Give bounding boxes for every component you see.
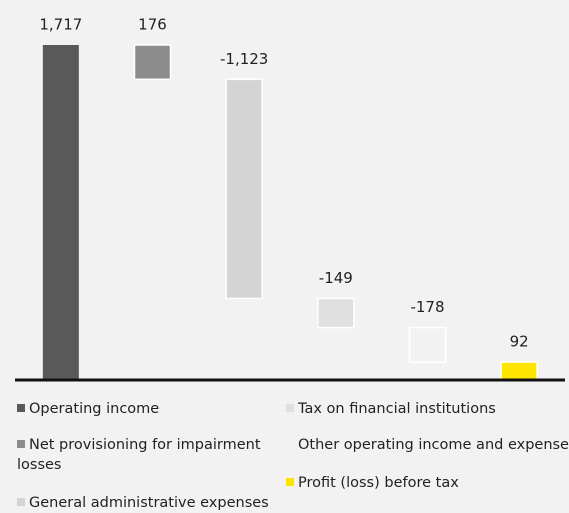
bar [317,297,355,329]
bar [408,326,447,363]
legend-swatch [17,404,25,412]
legend-label: Tax on financial institutions [298,401,496,417]
legend-label: Operating income [29,401,160,417]
legend-item: Profit (loss) before tax [286,473,569,493]
bar [133,44,172,81]
legend-item: Tax on financial institutions [286,399,569,419]
legend-item: Other operating income and expenses [286,435,569,455]
legend-item: General administrative expenses [17,493,272,513]
data-label: -149 [319,269,353,287]
legend-swatch [17,498,25,506]
legend-label: Profit (loss) before tax [298,475,459,491]
data-label: 176 [138,16,167,34]
legend-label: Net provisioning for impairment losses [17,437,261,473]
data-label: -1,123 [220,50,268,68]
legend-swatch [17,440,25,448]
bar [500,361,538,381]
legend-label: General administrative expenses [29,495,269,511]
legend-label: Other operating income and expenses [298,437,569,453]
data-label: 1,717 [39,16,82,34]
legend-swatch [286,440,294,448]
legend-item: Operating income [17,399,272,419]
bar [42,45,79,380]
legend-item: Net provisioning for impairment losses [17,435,272,475]
bar [225,78,263,300]
data-label: -178 [410,298,444,316]
data-label: 92 [510,333,529,351]
legend-swatch [286,478,294,486]
chart: 1,717 176 -1,123 -149 -178 92 [15,16,565,382]
legend-swatch [286,404,294,412]
